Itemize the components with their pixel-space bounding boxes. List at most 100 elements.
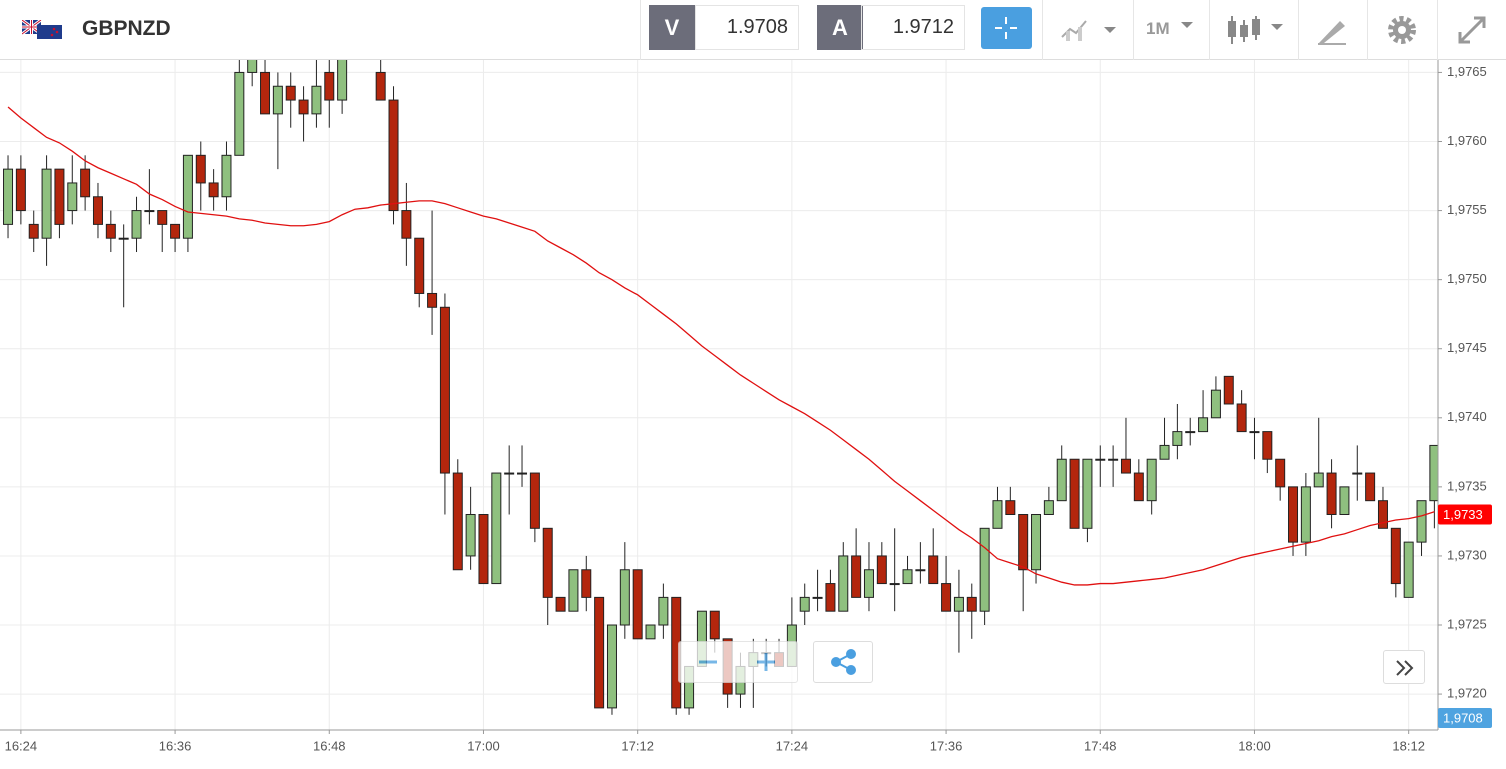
candle-body (15, 168, 26, 212)
axis: 1,9720 1,9725 1,9730 1,9735 1,9740 1,9745 1,97… (0, 60, 1492, 753)
candle-body (568, 569, 579, 612)
candle-body (1365, 472, 1376, 502)
candle-body (170, 223, 181, 239)
candle-body (606, 624, 617, 709)
candle-body (517, 472, 528, 475)
candle-body (1300, 486, 1311, 543)
candle-body (1377, 500, 1388, 529)
candle-body (889, 583, 900, 586)
candle-body (452, 472, 463, 571)
candle-body (555, 596, 566, 612)
candle-body (1108, 458, 1119, 461)
chart-type-button[interactable] (1060, 15, 1120, 45)
candle-body (439, 306, 450, 474)
timeframe-arrow (1181, 22, 1193, 28)
candle-body (594, 596, 605, 709)
ask-price[interactable]: 1.9712 (861, 5, 965, 50)
candle-body (28, 223, 39, 239)
candle-body (221, 154, 232, 198)
candle-body (1390, 527, 1401, 585)
y-tick-label: 1,9745 (1447, 340, 1487, 355)
flag-icon (22, 20, 62, 39)
candle-body (208, 182, 219, 198)
candle-body (1018, 513, 1029, 571)
candle-body (427, 292, 438, 308)
settings-button[interactable] (1386, 14, 1418, 46)
candle-body (260, 71, 271, 115)
separator (1042, 0, 1043, 60)
candle-body (1223, 375, 1234, 405)
draw-tool-button[interactable] (1316, 15, 1348, 45)
candle-body (478, 513, 489, 585)
candle-body (619, 569, 630, 626)
candle-body (131, 210, 142, 239)
x-tick-label: 16:24 (5, 738, 38, 753)
candle-type-button[interactable] (1226, 12, 1286, 48)
bid-label[interactable]: V (649, 5, 695, 50)
plot (3, 60, 1438, 715)
y-tick-label: 1,9740 (1447, 409, 1487, 424)
separator (1209, 0, 1210, 60)
candle-body (1429, 444, 1438, 502)
candle-body (863, 569, 874, 598)
candle-body (902, 569, 913, 585)
candle-body (1056, 458, 1067, 502)
price-marker-label: 1,9733 (1443, 507, 1483, 522)
separator (1133, 0, 1134, 60)
candle-body (80, 168, 91, 198)
share-button[interactable] (813, 641, 873, 683)
toolbar: GBPNZD V 1.9708 A 1.9712 1M (0, 0, 1506, 60)
candle-body (1275, 458, 1286, 488)
x-tick-label: 17:24 (776, 738, 809, 753)
candle-body (1082, 458, 1093, 529)
ask-label[interactable]: A (817, 5, 863, 50)
candle-body (966, 596, 977, 612)
candle-body (234, 71, 245, 156)
candle-body (928, 555, 939, 585)
candle-body (658, 596, 669, 626)
candle-body (1416, 500, 1427, 543)
crosshair-button[interactable] (981, 7, 1032, 49)
y-tick-label: 1,9755 (1447, 202, 1487, 217)
candle-body (388, 99, 399, 212)
candle-body (401, 210, 412, 239)
candle-body (1133, 472, 1144, 502)
fullscreen-button[interactable] (1456, 14, 1488, 46)
x-tick-label: 17:00 (467, 738, 500, 753)
zoom-buttons[interactable] (678, 641, 798, 683)
candle-body (953, 596, 964, 612)
scroll-latest-button[interactable] (1383, 650, 1425, 684)
y-tick-label: 1,9730 (1447, 547, 1487, 562)
separator (1437, 0, 1438, 60)
candle-body (992, 500, 1003, 529)
price-marker (1438, 504, 1492, 525)
candle-body (67, 182, 78, 212)
candle-body (105, 223, 116, 239)
candle-body (1326, 472, 1337, 515)
candle-body (876, 555, 887, 585)
candle-body (645, 624, 656, 640)
bid-price[interactable]: 1.9708 (695, 5, 799, 50)
candle-body (632, 569, 643, 640)
price-marker-label: 1,9708 (1443, 710, 1483, 725)
timeframe[interactable]: 1M (1146, 19, 1170, 38)
candle-body (414, 237, 425, 294)
candle-body (1288, 486, 1299, 543)
x-tick-label: 16:48 (313, 738, 346, 753)
candle-body (1249, 431, 1260, 434)
y-tick-label: 1,9735 (1447, 478, 1487, 493)
candle-body (1236, 403, 1247, 433)
candle-body (1352, 472, 1363, 475)
candle-body (195, 154, 206, 184)
candle-body (825, 583, 836, 612)
candle-body (1146, 458, 1157, 502)
candle-body (1005, 500, 1016, 515)
x-tick-label: 18:12 (1392, 738, 1425, 753)
y-tick-label: 1,9765 (1447, 64, 1487, 79)
candle-body (285, 85, 296, 101)
candle-body (851, 555, 862, 598)
y-tick-label: 1,9750 (1447, 271, 1487, 286)
candle-body (1095, 458, 1106, 461)
candle-body (1069, 458, 1080, 529)
candle-body (1120, 458, 1131, 474)
